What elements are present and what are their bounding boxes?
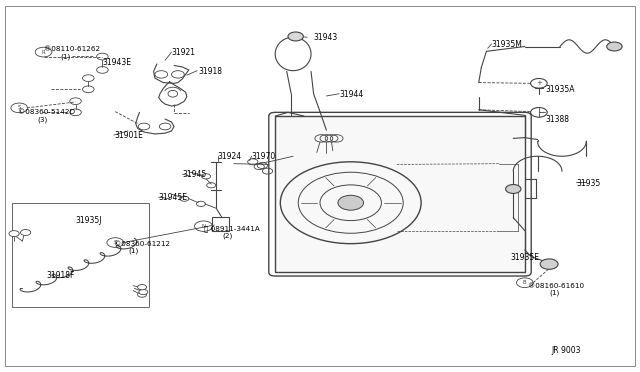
Circle shape	[138, 292, 147, 297]
Text: S: S	[113, 240, 117, 245]
Text: 31918F: 31918F	[46, 271, 74, 280]
Circle shape	[288, 32, 303, 41]
Text: 31943: 31943	[314, 33, 338, 42]
Text: B: B	[523, 280, 527, 285]
Text: 31943E: 31943E	[102, 58, 131, 67]
Text: (1): (1)	[61, 53, 71, 60]
Text: 31388: 31388	[545, 115, 570, 124]
Text: 31945E: 31945E	[159, 193, 188, 202]
FancyBboxPatch shape	[12, 203, 149, 307]
Text: (3): (3)	[37, 116, 47, 123]
Circle shape	[9, 231, 19, 237]
Text: 31935: 31935	[576, 179, 600, 187]
Text: 31944: 31944	[339, 90, 364, 99]
Text: 31918: 31918	[198, 67, 223, 76]
Circle shape	[338, 195, 364, 210]
Text: 31935M: 31935M	[492, 40, 522, 49]
Text: ©08360-5142D: ©08360-5142D	[18, 109, 75, 115]
FancyBboxPatch shape	[275, 116, 525, 272]
Text: (2): (2)	[223, 233, 233, 240]
Circle shape	[506, 185, 521, 193]
Text: S: S	[17, 105, 21, 110]
Text: 31901E: 31901E	[114, 131, 143, 140]
Text: (1): (1)	[128, 248, 138, 254]
Text: ®08110-61262: ®08110-61262	[44, 46, 100, 52]
Text: ©08360-61212: ©08360-61212	[114, 241, 170, 247]
FancyBboxPatch shape	[212, 217, 229, 231]
Text: (1): (1)	[549, 290, 559, 296]
Circle shape	[138, 285, 147, 290]
FancyBboxPatch shape	[5, 6, 635, 366]
Circle shape	[20, 230, 31, 235]
Text: JR 9003: JR 9003	[552, 346, 581, 355]
Circle shape	[607, 42, 622, 51]
Text: Ⓝ 08911-3441A: Ⓝ 08911-3441A	[204, 225, 259, 232]
Text: +: +	[536, 80, 542, 86]
Text: 31935J: 31935J	[76, 216, 102, 225]
Text: 31924: 31924	[218, 153, 242, 161]
Text: 31921: 31921	[172, 48, 196, 57]
Text: 31935E: 31935E	[511, 253, 540, 262]
Text: 31935A: 31935A	[545, 85, 575, 94]
Circle shape	[540, 259, 558, 269]
Text: N: N	[202, 224, 205, 229]
Circle shape	[139, 289, 148, 295]
Text: R: R	[42, 49, 45, 55]
Text: 31970: 31970	[252, 153, 276, 161]
Text: 31945: 31945	[182, 170, 207, 179]
Text: ®08160-61610: ®08160-61610	[528, 283, 584, 289]
